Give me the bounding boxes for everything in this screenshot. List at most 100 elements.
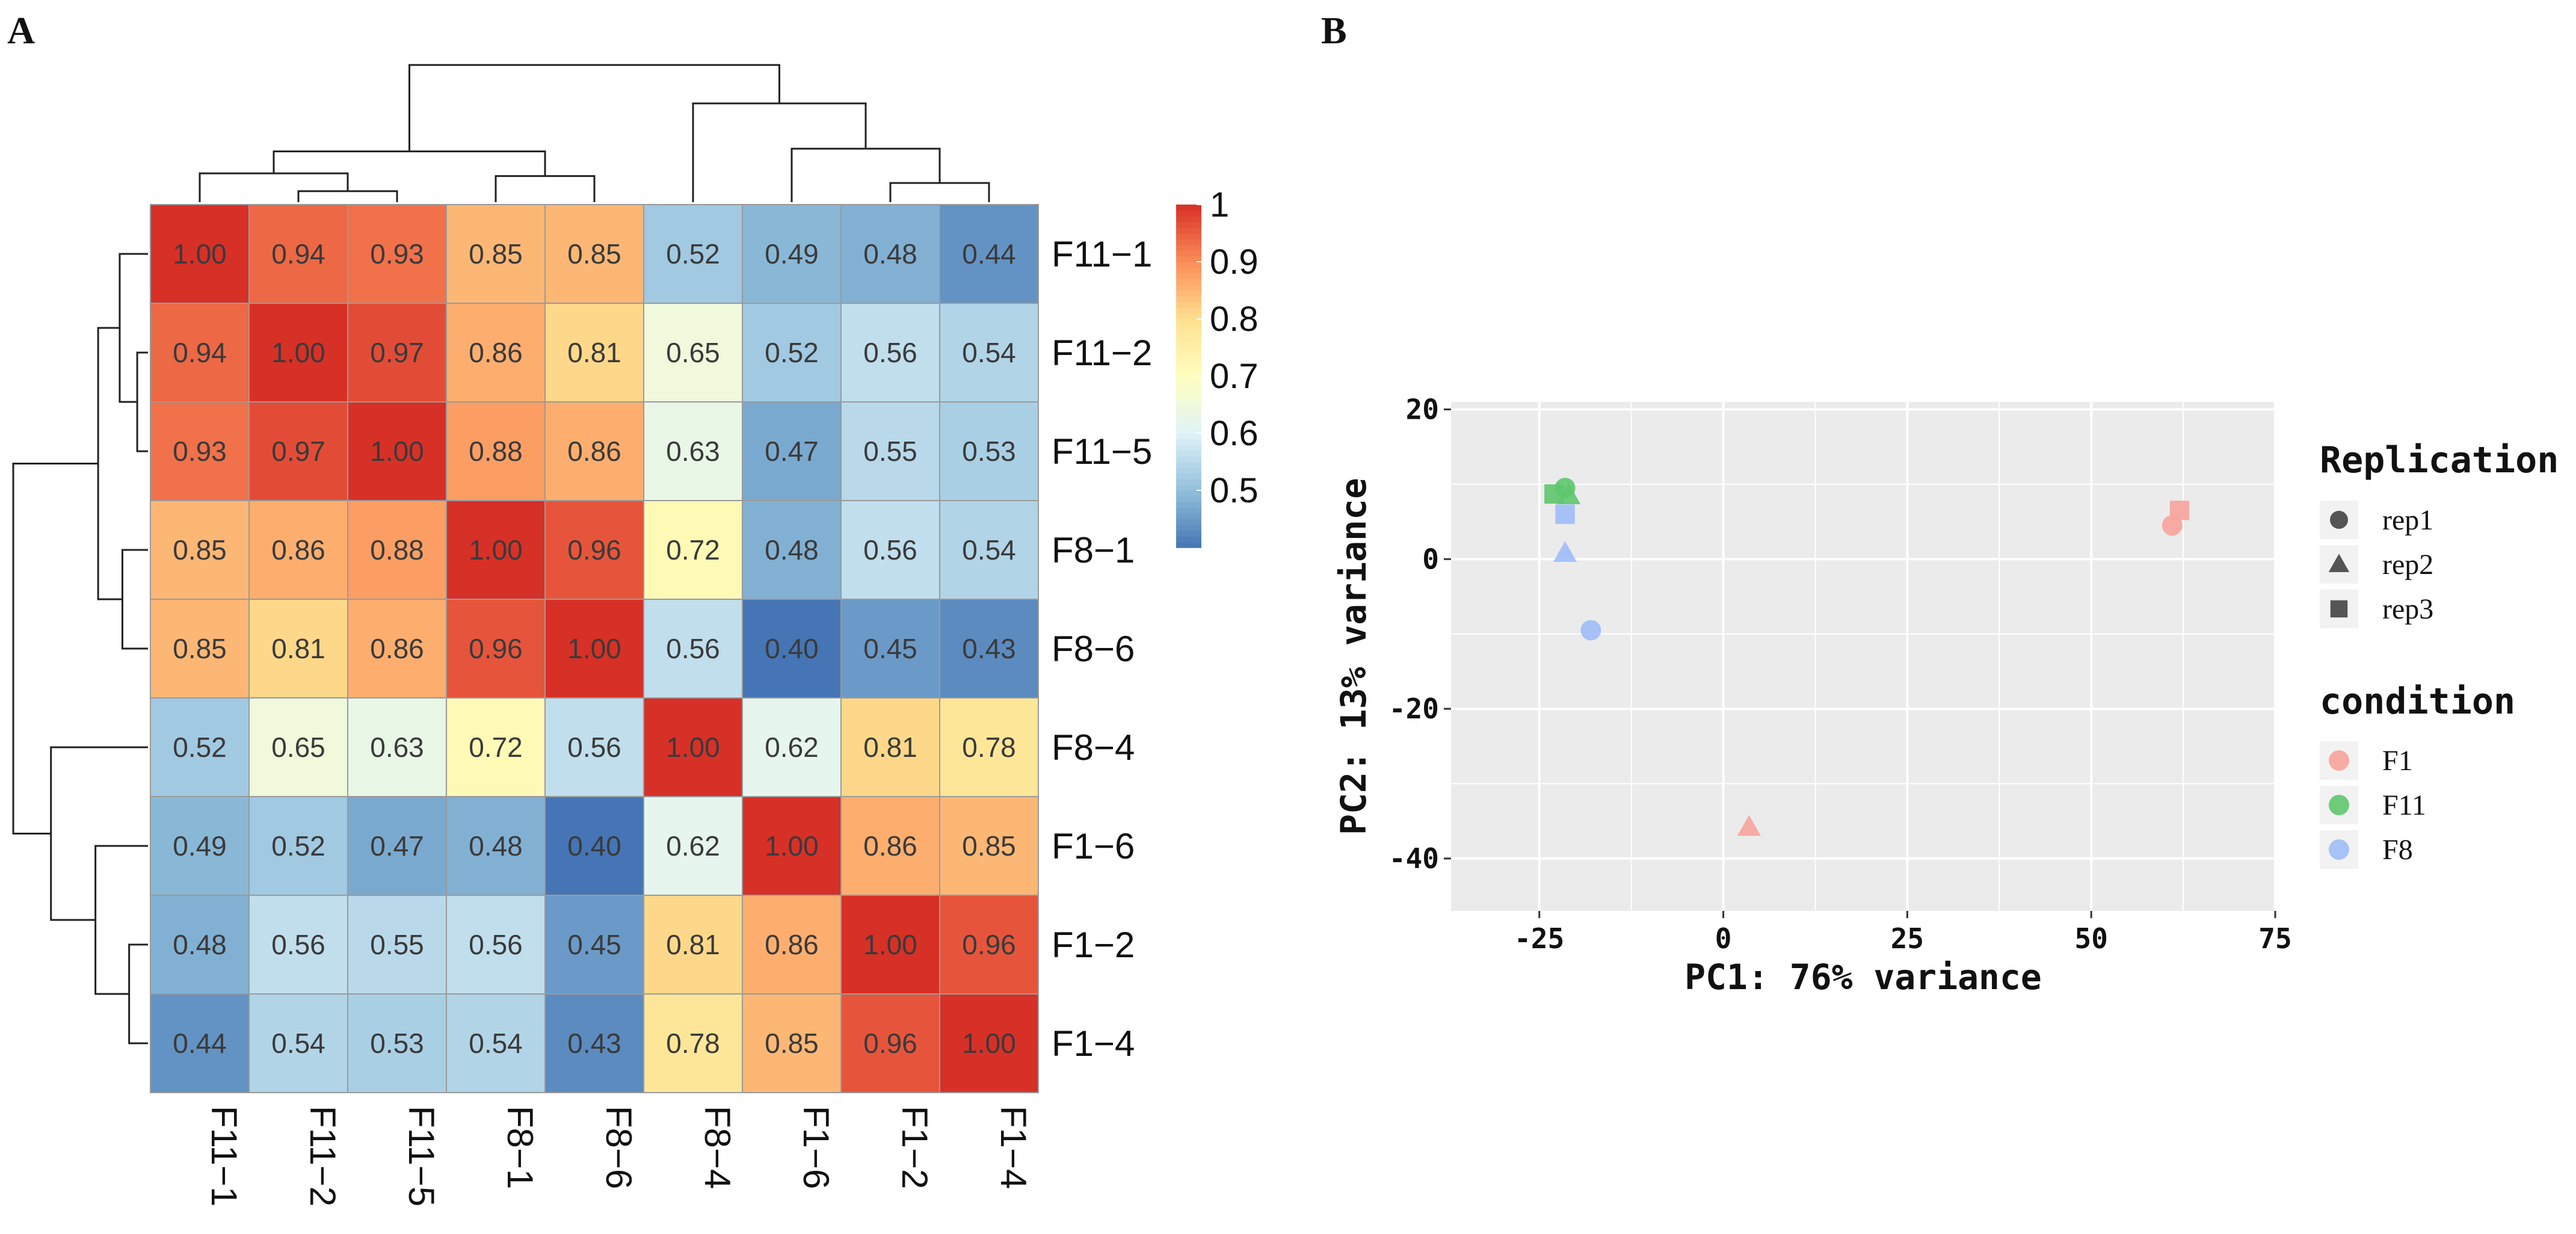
cell-value-label: 0.85: [567, 238, 621, 270]
column-label: F11−1: [204, 1106, 244, 1206]
cell-value-label: 0.48: [173, 929, 227, 960]
heatmap-cell: [939, 303, 1039, 403]
column-dendrogram: [199, 64, 990, 202]
colorbar-segment: [1176, 365, 1201, 371]
column-label: F8−4: [697, 1106, 738, 1189]
y-tick-label: -20: [1389, 693, 1439, 725]
y-axis-title: PC2: 13% variance: [1333, 478, 1374, 835]
heatmap-cell: [446, 303, 546, 403]
colorbar-segment: [1176, 342, 1201, 348]
heatmap-cell: [347, 895, 447, 995]
cell-value-label: 0.54: [271, 1028, 325, 1059]
row-label: F8−6: [1052, 629, 1135, 669]
heatmap-cell: [150, 993, 250, 1093]
heatmap-cell: [446, 599, 546, 699]
dendrogram-branch: [408, 64, 780, 152]
cell-value-label: 0.47: [370, 830, 424, 862]
cell-value-label: 0.56: [469, 929, 523, 960]
colorbar-segment: [1176, 439, 1201, 445]
colorbar-segment: [1176, 399, 1201, 406]
heatmap-cell: [544, 796, 644, 896]
x-tick-label: -25: [1514, 922, 1564, 955]
colorbar-segment: [1176, 461, 1201, 468]
colorbar-segment: [1176, 244, 1201, 251]
cell-value-label: 0.52: [271, 830, 325, 862]
column-label: F1−2: [895, 1106, 935, 1189]
cell-value-label: 0.43: [962, 633, 1016, 664]
y-tick-label: 20: [1406, 393, 1439, 425]
colorbar-segment: [1176, 387, 1201, 394]
heatmap-cell: [150, 500, 250, 600]
dendrogram-branch: [119, 253, 148, 403]
colorbar-segment: [1176, 353, 1201, 360]
dendrogram-branch: [50, 746, 148, 921]
cell-value-label: 0.81: [863, 732, 917, 763]
colorbar-segment: [1176, 525, 1201, 531]
cell-value-label: 0.40: [567, 830, 621, 862]
colorbar-segment: [1176, 541, 1201, 548]
cell-value-label: 0.56: [863, 534, 917, 566]
legend-label: rep2: [2382, 549, 2433, 581]
data-point: [1737, 815, 1761, 836]
heatmap-cell: [840, 500, 940, 600]
y-tick-label: 0: [1422, 543, 1439, 575]
heatmap-cell: [939, 895, 1039, 995]
colorbar-segment: [1176, 301, 1201, 308]
dendrogram-branch: [128, 943, 148, 1044]
colorbar-segment: [1176, 216, 1201, 223]
cell-value-label: 0.93: [370, 238, 424, 270]
colorbar-segment: [1176, 456, 1201, 463]
cell-value-label: 0.53: [962, 436, 1016, 467]
legend-title-condition: condition: [2320, 680, 2515, 723]
heatmap-cell: [939, 993, 1039, 1093]
heatmap-cell: [939, 599, 1039, 699]
cell-value-label: 0.52: [666, 238, 720, 270]
cell-value-label: 0.45: [863, 633, 917, 664]
cell-value-label: 0.40: [765, 633, 819, 664]
row-label: F1−6: [1052, 826, 1135, 866]
legend-label: F11: [2382, 789, 2426, 821]
cell-value-label: 0.47: [765, 436, 819, 467]
cell-value-label: 0.56: [863, 337, 917, 368]
cell-value-label: 1.00: [271, 337, 325, 368]
colorbar-tick-label: 0.6: [1210, 414, 1259, 453]
column-label: F11−5: [401, 1106, 442, 1206]
colorbar-segment: [1176, 450, 1201, 457]
heatmap-cell: [643, 599, 743, 699]
cell-value-label: 0.94: [173, 337, 227, 368]
heatmap-cell: [446, 697, 546, 797]
cell-value-label: 0.96: [962, 929, 1016, 960]
colorbar-segment: [1176, 319, 1201, 325]
axis-ticks: -25 0 25 50 75 20 0 -20 -40: [1389, 393, 2292, 955]
cell-value-label: 0.62: [666, 830, 720, 862]
cell-value-label: 0.56: [271, 929, 325, 960]
colorbar-segment: [1176, 285, 1201, 291]
cell-value-label: 1.00: [863, 929, 917, 960]
heatmap-panel: 1.00 0.94 0.93 0.85 0.85 0.52 0.49 0.48 0.44 0.94…: [12, 64, 1259, 1206]
colorbar-segment: [1176, 376, 1201, 383]
cell-value-label: 0.54: [469, 1028, 523, 1059]
plot-background: [1451, 402, 2275, 911]
legend-label: rep3: [2382, 593, 2433, 625]
y-tick-label: -40: [1389, 842, 1439, 875]
heatmap-cell: [742, 993, 842, 1093]
colorbar-segment: [1176, 479, 1201, 486]
colorbar-segment: [1176, 221, 1201, 228]
cell-value-label: 0.86: [765, 929, 819, 960]
cell-value-label: 1.00: [962, 1028, 1016, 1059]
cell-value-label: 0.55: [863, 436, 917, 467]
cell-value-label: 0.96: [567, 534, 621, 566]
row-label: F11−5: [1052, 431, 1152, 472]
dendrogram-branch: [94, 845, 148, 995]
data-point: [1555, 504, 1575, 524]
cell-value-label: 0.85: [173, 633, 227, 664]
colorbar-segment: [1176, 250, 1201, 257]
cell-value-label: 1.00: [469, 534, 523, 566]
cell-value-label: 0.94: [271, 238, 325, 270]
cell-value-label: 0.85: [765, 1028, 819, 1059]
heatmap-cell: [150, 697, 250, 797]
heatmap-cell: [446, 401, 546, 501]
colorbar-segment: [1176, 433, 1201, 440]
heatmap-cell: [446, 993, 546, 1093]
heatmap-cell: [248, 401, 348, 501]
